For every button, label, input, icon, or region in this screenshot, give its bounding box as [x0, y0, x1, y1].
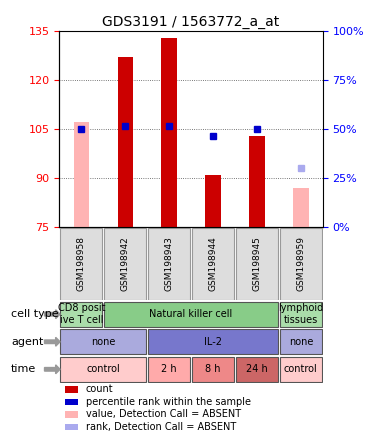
Bar	[293, 188, 309, 227]
Text: lymphoid
tissues: lymphoid tissues	[278, 303, 324, 325]
Text: time: time	[11, 365, 36, 374]
Text: IL-2: IL-2	[204, 337, 222, 347]
FancyBboxPatch shape	[148, 228, 190, 300]
FancyBboxPatch shape	[148, 357, 190, 382]
FancyBboxPatch shape	[60, 329, 146, 354]
Text: GSM198945: GSM198945	[252, 236, 262, 291]
Text: GSM198943: GSM198943	[165, 236, 174, 291]
Bar	[65, 399, 78, 405]
Text: rank, Detection Call = ABSENT: rank, Detection Call = ABSENT	[86, 422, 236, 432]
FancyBboxPatch shape	[280, 329, 322, 354]
Bar	[118, 57, 133, 227]
Text: GSM198958: GSM198958	[77, 236, 86, 291]
FancyBboxPatch shape	[60, 301, 102, 327]
Text: value, Detection Call = ABSENT: value, Detection Call = ABSENT	[86, 409, 241, 419]
Text: percentile rank within the sample: percentile rank within the sample	[86, 397, 251, 407]
Bar	[65, 424, 78, 430]
Text: 8 h: 8 h	[205, 365, 221, 374]
Bar	[65, 386, 78, 393]
FancyBboxPatch shape	[280, 357, 322, 382]
Bar	[205, 175, 221, 227]
FancyBboxPatch shape	[104, 301, 278, 327]
Text: none: none	[91, 337, 115, 347]
FancyBboxPatch shape	[236, 357, 278, 382]
Text: CD8 posit
ive T cell: CD8 posit ive T cell	[58, 303, 105, 325]
Text: GSM198959: GSM198959	[296, 236, 305, 291]
Text: cell type: cell type	[11, 309, 59, 319]
Text: agent: agent	[11, 337, 43, 347]
FancyBboxPatch shape	[280, 301, 322, 327]
FancyBboxPatch shape	[192, 357, 234, 382]
FancyBboxPatch shape	[60, 357, 146, 382]
Bar	[73, 123, 89, 227]
Text: none: none	[289, 337, 313, 347]
FancyBboxPatch shape	[104, 228, 146, 300]
Text: Natural killer cell: Natural killer cell	[150, 309, 233, 319]
FancyBboxPatch shape	[148, 329, 278, 354]
Bar	[249, 135, 265, 227]
Text: count: count	[86, 385, 113, 394]
Text: GSM198944: GSM198944	[209, 236, 217, 291]
Text: control: control	[284, 365, 318, 374]
Bar	[65, 411, 78, 418]
FancyBboxPatch shape	[236, 228, 278, 300]
Text: 24 h: 24 h	[246, 365, 268, 374]
Text: 2 h: 2 h	[161, 365, 177, 374]
FancyBboxPatch shape	[280, 228, 322, 300]
Bar	[161, 38, 177, 227]
Text: GSM198942: GSM198942	[121, 236, 130, 291]
FancyBboxPatch shape	[60, 228, 102, 300]
Text: control: control	[86, 365, 120, 374]
Title: GDS3191 / 1563772_a_at: GDS3191 / 1563772_a_at	[102, 15, 280, 29]
FancyBboxPatch shape	[192, 228, 234, 300]
